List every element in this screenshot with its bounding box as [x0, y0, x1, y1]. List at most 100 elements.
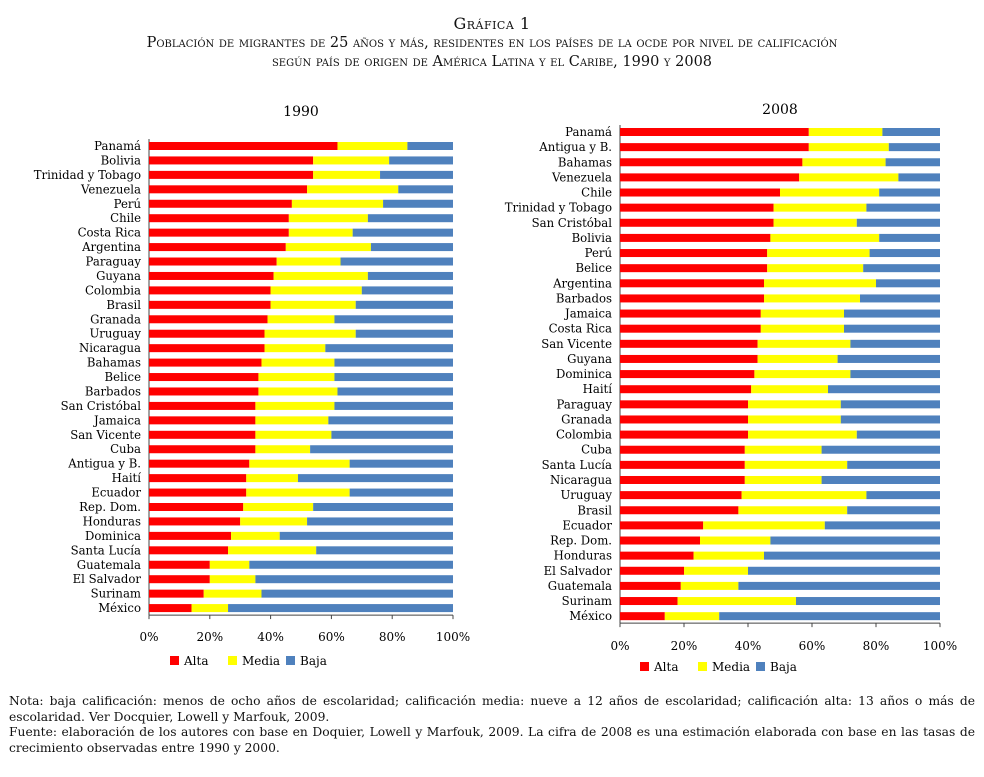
category-label-2008: Cuba — [581, 443, 612, 457]
bar-baja-2008 — [824, 521, 940, 530]
category-label-2008: Guyana — [567, 352, 612, 366]
bar-media-1990 — [203, 589, 262, 598]
bar-baja-1990 — [340, 257, 453, 266]
bar-alta-1990 — [149, 300, 271, 309]
category-label-1990: Jamaica — [93, 413, 141, 427]
bar-baja-2008 — [828, 385, 940, 394]
bar-media-2008 — [744, 445, 822, 454]
bar-baja-2008 — [844, 309, 940, 318]
category-label-1990: Guyana — [96, 269, 141, 283]
bar-media-1990 — [261, 358, 335, 367]
bar-baja-1990 — [352, 228, 453, 237]
chart-title-1990: 1990 — [283, 104, 319, 120]
legend-label-alta-1990: Alta — [183, 654, 208, 668]
category-label-1990: Costa Rica — [78, 226, 141, 240]
bar-alta-2008 — [620, 233, 771, 242]
bar-media-2008 — [770, 233, 880, 242]
bar-alta-1990 — [149, 271, 274, 280]
category-label-1990: Paraguay — [86, 255, 142, 269]
figure-title-line-1: Población de migrantes de 25 años y más,… — [146, 35, 838, 51]
category-label-2008: Nicaragua — [550, 473, 612, 487]
note-text: Nota: baja calificación: menos de ocho a… — [9, 694, 975, 724]
bar-alta-1990 — [149, 185, 308, 194]
bar-media-1990 — [337, 142, 408, 150]
bar-alta-2008 — [620, 370, 755, 379]
bar-baja-2008 — [821, 475, 940, 484]
bar-alta-2008 — [620, 354, 758, 363]
bar-alta-2008 — [620, 597, 678, 606]
bar-baja-1990 — [361, 286, 453, 295]
bar-alta-2008 — [620, 339, 758, 348]
bar-baja-1990 — [316, 546, 453, 555]
category-label-2008: Argentina — [552, 276, 612, 290]
bar-media-2008 — [757, 354, 838, 363]
bar-alta-1990 — [149, 575, 210, 584]
bar-alta-2008 — [620, 536, 700, 545]
bar-alta-1990 — [149, 604, 192, 613]
bar-media-2008 — [677, 597, 796, 606]
category-label-2008: Guatemala — [548, 579, 612, 593]
x-tick-label-1990: 60% — [318, 630, 345, 644]
category-label-1990: Bolivia — [101, 153, 141, 167]
bar-media-2008 — [684, 566, 748, 575]
category-label-2008: Paraguay — [557, 397, 613, 411]
bar-media-2008 — [748, 400, 841, 409]
bar-baja-1990 — [313, 503, 453, 511]
x-tick-label-2008: 0% — [610, 639, 629, 653]
bar-media-2008 — [767, 249, 870, 258]
bar-media-2008 — [748, 415, 841, 424]
bar-media-1990 — [267, 315, 335, 324]
bar-baja-1990 — [334, 401, 453, 410]
bar-alta-1990 — [149, 199, 292, 208]
bar-alta-2008 — [620, 430, 748, 439]
bar-media-2008 — [751, 385, 828, 394]
bar-baja-2008 — [719, 612, 940, 621]
bar-alta-2008 — [620, 309, 761, 318]
bar-alta-2008 — [620, 460, 745, 469]
bar-alta-2008 — [620, 506, 739, 515]
bar-media-2008 — [744, 460, 848, 469]
bar-baja-2008 — [876, 279, 940, 288]
category-label-1990: Argentina — [81, 240, 141, 254]
bar-alta-2008 — [620, 324, 761, 333]
bar-alta-1990 — [149, 358, 262, 367]
bar-baja-2008 — [840, 415, 940, 424]
bar-alta-1990 — [149, 589, 204, 598]
bar-alta-1990 — [149, 459, 250, 468]
category-label-2008: Costa Rica — [549, 322, 612, 336]
bar-media-2008 — [664, 612, 720, 621]
source-text: Fuente: elaboración de los autores con b… — [9, 725, 975, 755]
category-label-2008: Venezuela — [551, 170, 612, 184]
bar-baja-2008 — [885, 158, 940, 167]
category-label-1990: Honduras — [83, 514, 141, 528]
legend-label-baja-1990: Baja — [300, 654, 327, 668]
legend-label-media-1990: Media — [242, 654, 280, 668]
bar-media-2008 — [802, 158, 886, 167]
bar-baja-1990 — [334, 373, 453, 382]
bar-baja-1990 — [349, 488, 453, 497]
bar-baja-2008 — [860, 294, 940, 303]
x-tick-label-2008: 80% — [863, 639, 890, 653]
category-label-2008: Bolivia — [572, 231, 612, 245]
notes-block: Nota: baja calificación: menos de ocho a… — [9, 694, 975, 756]
bar-media-1990 — [249, 459, 350, 468]
bar-media-2008 — [680, 581, 739, 590]
bar-media-1990 — [313, 170, 381, 179]
bar-media-1990 — [231, 531, 280, 540]
figure-title-line-2: según país de origen de América Latina y… — [271, 54, 713, 70]
category-label-2008: Rep. Dom. — [550, 534, 612, 548]
bar-alta-1990 — [149, 503, 244, 511]
category-label-1990: Guatemala — [77, 558, 141, 572]
bar-baja-1990 — [355, 300, 453, 309]
category-label-2008: Bahamas — [558, 155, 612, 169]
x-tick-label-1990: 100% — [436, 630, 470, 644]
bar-baja-1990 — [407, 142, 453, 150]
category-label-2008: Brasil — [577, 503, 612, 517]
category-label-1990: Colombia — [85, 283, 141, 297]
bar-alta-2008 — [620, 491, 742, 500]
bar-alta-1990 — [149, 344, 265, 353]
chart-title-2008: 2008 — [762, 102, 798, 118]
bar-media-1990 — [240, 517, 308, 526]
bar-alta-2008 — [620, 400, 748, 409]
